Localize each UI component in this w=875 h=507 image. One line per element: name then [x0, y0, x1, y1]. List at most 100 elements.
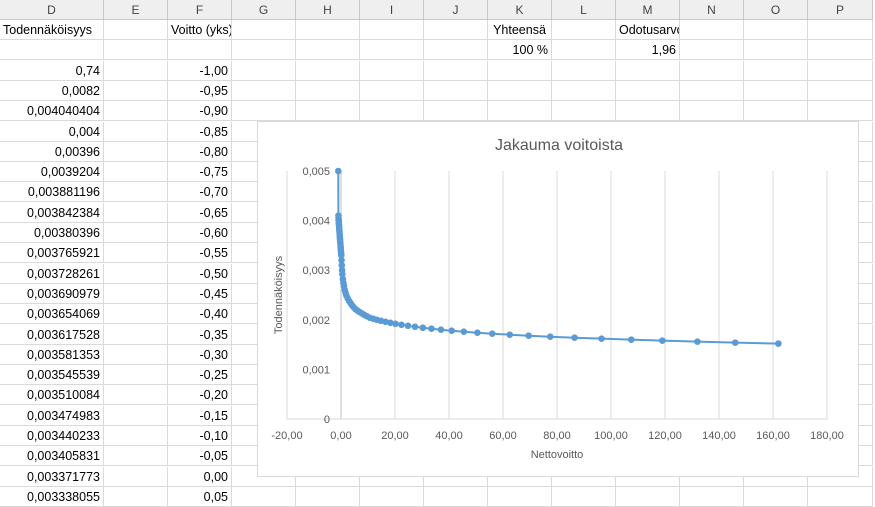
- cell-f15[interactable]: -0,40: [168, 304, 232, 325]
- data-point[interactable]: [460, 328, 468, 336]
- empty-cell[interactable]: [808, 101, 873, 122]
- empty-cell[interactable]: [232, 60, 296, 81]
- empty-cell[interactable]: [808, 40, 873, 61]
- data-point[interactable]: [659, 337, 666, 344]
- empty-cell[interactable]: [232, 80, 296, 101]
- cell-f16[interactable]: -0,35: [168, 324, 232, 345]
- empty-cell[interactable]: [296, 80, 360, 101]
- cell-d3[interactable]: 0,74: [0, 60, 104, 81]
- cell-d22[interactable]: 0,003405831: [0, 446, 104, 467]
- empty-cell[interactable]: [104, 20, 168, 40]
- data-point[interactable]: [339, 270, 346, 278]
- empty-cell[interactable]: [296, 60, 360, 81]
- empty-cell[interactable]: [680, 486, 744, 507]
- empty-cell[interactable]: [744, 20, 808, 40]
- empty-cell[interactable]: [104, 486, 168, 507]
- empty-cell[interactable]: [424, 60, 488, 81]
- empty-cell[interactable]: [616, 60, 680, 81]
- empty-cell[interactable]: [808, 80, 873, 101]
- cell-d23[interactable]: 0,003371773: [0, 466, 104, 487]
- empty-cell[interactable]: [104, 304, 168, 325]
- empty-cell[interactable]: [104, 80, 168, 101]
- data-point[interactable]: [335, 167, 342, 175]
- cell-d19[interactable]: 0,003510084: [0, 385, 104, 406]
- empty-cell[interactable]: [104, 446, 168, 467]
- empty-cell[interactable]: [808, 486, 873, 507]
- empty-cell[interactable]: [360, 20, 424, 40]
- empty-cell[interactable]: [0, 40, 104, 61]
- cell-d17[interactable]: 0,003581353: [0, 344, 104, 365]
- empty-cell[interactable]: [616, 80, 680, 101]
- column-header-n[interactable]: N: [680, 0, 744, 20]
- empty-cell[interactable]: [360, 486, 424, 507]
- empty-cell[interactable]: [552, 40, 616, 61]
- data-point[interactable]: [338, 256, 345, 264]
- empty-cell[interactable]: [424, 101, 488, 122]
- column-header-d[interactable]: D: [0, 0, 104, 20]
- empty-cell[interactable]: [232, 486, 296, 507]
- cell-f12[interactable]: -0,55: [168, 243, 232, 264]
- cell-d24[interactable]: 0,003338055: [0, 486, 104, 507]
- empty-cell[interactable]: [296, 486, 360, 507]
- cell-d16[interactable]: 0,003617528: [0, 324, 104, 345]
- data-point[interactable]: [398, 321, 405, 329]
- cell-d8[interactable]: 0,0039204: [0, 162, 104, 183]
- cell-d7[interactable]: 0,00396: [0, 141, 104, 162]
- empty-cell[interactable]: [104, 60, 168, 81]
- empty-cell[interactable]: [808, 466, 873, 487]
- data-point[interactable]: [411, 323, 419, 331]
- data-point[interactable]: [338, 261, 346, 269]
- empty-cell[interactable]: [296, 40, 360, 61]
- empty-cell[interactable]: [488, 101, 552, 122]
- data-point[interactable]: [404, 322, 412, 330]
- cell-f9[interactable]: -0,70: [168, 182, 232, 203]
- cell-f18[interactable]: -0,25: [168, 365, 232, 386]
- data-point[interactable]: [448, 327, 455, 335]
- empty-cell[interactable]: [104, 426, 168, 446]
- cell-d10[interactable]: 0,003842384: [0, 202, 104, 223]
- cell-f7[interactable]: -0,80: [168, 141, 232, 162]
- cell-d21[interactable]: 0,003440233: [0, 426, 104, 446]
- data-point[interactable]: [387, 319, 394, 327]
- empty-cell[interactable]: [104, 324, 168, 345]
- cell-f20[interactable]: -0,15: [168, 405, 232, 426]
- empty-cell[interactable]: [232, 101, 296, 122]
- cell-f21[interactable]: -0,10: [168, 426, 232, 446]
- empty-cell[interactable]: [104, 466, 168, 487]
- column-header-e[interactable]: E: [104, 0, 168, 20]
- empty-cell[interactable]: [104, 141, 168, 162]
- column-header-m[interactable]: M: [616, 0, 680, 20]
- empty-cell[interactable]: [424, 80, 488, 101]
- empty-cell[interactable]: [680, 20, 744, 40]
- empty-cell[interactable]: [104, 243, 168, 264]
- empty-cell[interactable]: [232, 20, 296, 40]
- empty-cell[interactable]: [488, 486, 552, 507]
- cell-f22[interactable]: -0,05: [168, 446, 232, 467]
- data-point[interactable]: [571, 334, 578, 341]
- empty-cell[interactable]: [488, 60, 552, 81]
- cell-f11[interactable]: -0,60: [168, 223, 232, 243]
- cell-f5[interactable]: -0,90: [168, 101, 232, 122]
- empty-cell[interactable]: [104, 202, 168, 223]
- cell-f8[interactable]: -0,75: [168, 162, 232, 183]
- empty-cell[interactable]: [360, 80, 424, 101]
- empty-cell[interactable]: [104, 101, 168, 122]
- empty-cell[interactable]: [360, 101, 424, 122]
- cell-d14[interactable]: 0,003690979: [0, 283, 104, 304]
- empty-cell[interactable]: [744, 101, 808, 122]
- cell-d11[interactable]: 0,00380396: [0, 223, 104, 243]
- empty-cell[interactable]: [488, 80, 552, 101]
- cell-f19[interactable]: -0,20: [168, 385, 232, 406]
- data-point[interactable]: [428, 325, 435, 333]
- cell-f4[interactable]: -0,95: [168, 80, 232, 101]
- data-point[interactable]: [392, 320, 399, 328]
- data-point[interactable]: [731, 339, 739, 346]
- cell-f10[interactable]: -0,65: [168, 202, 232, 223]
- empty-cell[interactable]: [104, 40, 168, 61]
- cell-m2[interactable]: 1,96: [616, 40, 680, 61]
- data-point[interactable]: [546, 333, 554, 340]
- empty-cell[interactable]: [360, 40, 424, 61]
- empty-cell[interactable]: [552, 486, 616, 507]
- cell-m1[interactable]: Odotusarvo: [616, 20, 680, 40]
- cell-d5[interactable]: 0,004040404: [0, 101, 104, 122]
